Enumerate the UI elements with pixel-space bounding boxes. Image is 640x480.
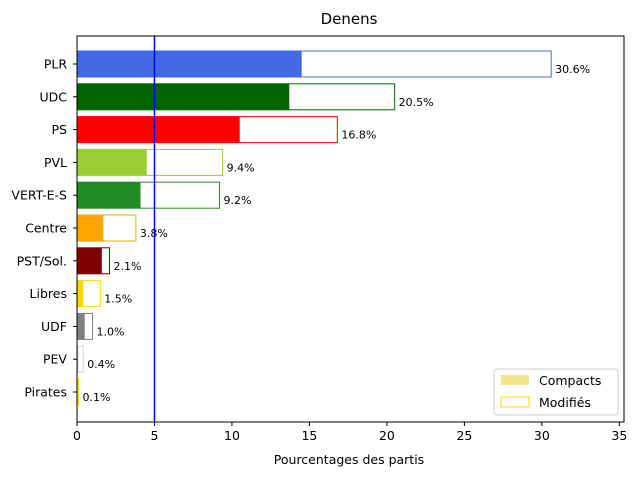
x-tick-label: 25 xyxy=(456,428,472,443)
data-label: 0.1% xyxy=(83,391,111,404)
y-tick-label: Libres xyxy=(30,286,67,301)
bar-compacts xyxy=(77,149,147,176)
bar-compacts xyxy=(77,215,104,241)
x-tick-label: 20 xyxy=(379,428,395,443)
data-label: 30.6% xyxy=(555,63,590,76)
y-tick-label: PLR xyxy=(44,57,68,72)
y-tick-label: PS xyxy=(52,122,68,137)
data-label: 2.1% xyxy=(114,260,142,273)
legend-label-modifies: Modifiés xyxy=(539,395,591,410)
legend: Compacts Modifiés xyxy=(493,368,619,416)
data-label: 20.5% xyxy=(399,96,434,109)
y-tick-label: PVL xyxy=(44,155,67,170)
y-tick-label: PST/Sol. xyxy=(17,253,67,268)
bar-compacts xyxy=(77,51,302,77)
data-label: 1.5% xyxy=(104,293,132,306)
bar-compacts xyxy=(77,346,79,373)
data-label: 9.4% xyxy=(227,161,255,174)
chart-title: Denens xyxy=(321,10,378,28)
x-tick-label: 35 xyxy=(611,428,627,443)
legend-swatch-compacts xyxy=(501,375,529,385)
bar-compacts xyxy=(77,83,290,110)
data-label: 9.2% xyxy=(224,194,252,207)
x-axis-label: Pourcentages des partis xyxy=(274,452,424,467)
legend-swatch-modifies xyxy=(500,396,530,408)
bar-compacts xyxy=(77,280,84,307)
legend-label-compacts: Compacts xyxy=(539,373,601,388)
y-tick-label: PEV xyxy=(43,352,67,367)
x-tick-label: 5 xyxy=(151,428,159,443)
plot-frame xyxy=(76,35,625,423)
y-tick-label: Centre xyxy=(25,221,67,236)
data-label: 1.0% xyxy=(96,325,124,338)
y-axis-ticks: PLR UDC PS PVL VERT-E-S Centre PST/Sol. Libres U… xyxy=(11,57,77,400)
x-tick-label: 0 xyxy=(73,428,81,443)
y-tick-label: UDF xyxy=(41,319,67,334)
bar-compacts xyxy=(77,247,102,274)
x-tick-label: 15 xyxy=(301,428,317,443)
bar-compacts xyxy=(77,116,240,143)
x-axis-ticks: 0 5 10 15 20 25 30 35 xyxy=(73,422,627,443)
x-tick-label: 10 xyxy=(224,428,240,443)
bar-compacts xyxy=(77,313,85,340)
data-label: 0.4% xyxy=(87,358,115,371)
y-tick-label: UDC xyxy=(39,89,67,104)
y-tick-label: VERT-E-S xyxy=(11,188,67,203)
x-tick-label: 30 xyxy=(534,428,550,443)
data-label: 16.8% xyxy=(341,129,376,142)
y-tick-label: Pirates xyxy=(24,385,67,400)
bar-compacts xyxy=(77,182,141,209)
bars-group: 30.6%20.5%16.8%9.4%9.2%3.8%2.1%1.5%1.0%0… xyxy=(76,50,590,406)
